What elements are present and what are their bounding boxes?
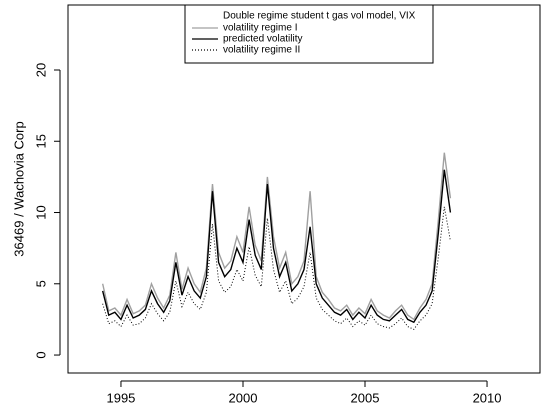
x-tick-label: 2005 [351,390,380,405]
x-tick-label: 1995 [106,390,135,405]
series-line [102,206,451,331]
x-tick-label: 2010 [473,390,502,405]
series-line [101,152,452,321]
legend-label: volatility regime I [223,23,297,34]
y-axis-label: 36469 / Wachovia Corp [11,121,26,256]
series-line [101,169,452,324]
x-tick-label: 2000 [229,390,258,405]
legend-title: Double regime student t gas vol model, V… [223,11,416,22]
y-tick-label: 15 [33,134,48,148]
legend: Double regime student t gas vol model, V… [184,4,434,64]
y-tick-label: 0 [33,351,48,358]
legend-label: volatility regime II [223,45,300,56]
legend-box [184,4,434,64]
y-tick-label: 20 [33,63,48,77]
y-tick-label: 5 [33,280,48,287]
y-tick-label: 10 [33,205,48,219]
legend-label: predicted volatility [223,34,302,45]
